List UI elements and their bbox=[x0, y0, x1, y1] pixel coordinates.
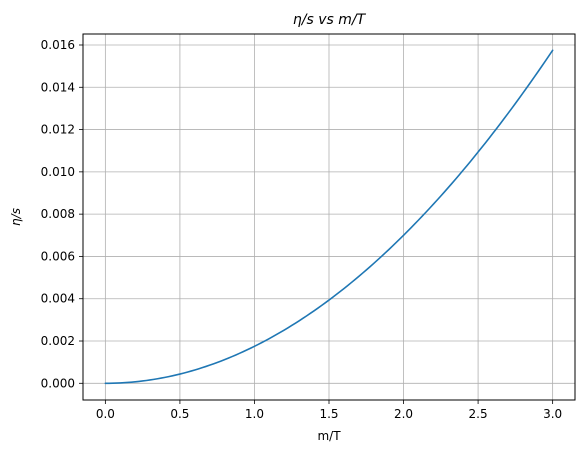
y-tick-label: 0.002 bbox=[41, 334, 75, 348]
x-tick-label: 0.0 bbox=[96, 407, 115, 421]
x-tick-label: 2.0 bbox=[394, 407, 413, 421]
grid-lines bbox=[83, 34, 575, 400]
y-tick-label: 0.014 bbox=[41, 80, 75, 94]
series-layer bbox=[104, 49, 554, 385]
axis-ticks: 0.0 0.5 1.0 1.5 2.0 2.5 3.0 0.000 0.002 0.004 0.00… bbox=[41, 38, 563, 421]
x-axis-title: m/T bbox=[317, 429, 341, 443]
x-tick-label: 1.0 bbox=[245, 407, 264, 421]
chart-title: η/s vs m/T bbox=[293, 12, 367, 28]
x-tick-label: 0.5 bbox=[170, 407, 189, 421]
y-tick-label: 0.006 bbox=[41, 249, 75, 263]
x-tick-label: 3.0 bbox=[543, 407, 562, 421]
x-tick-label: 1.5 bbox=[319, 407, 338, 421]
y-axis-title: η/s bbox=[9, 208, 23, 226]
y-tick-label: 0.010 bbox=[41, 165, 75, 179]
x-tick-label: 2.5 bbox=[469, 407, 488, 421]
y-tick-label: 0.004 bbox=[41, 292, 75, 306]
y-tick-label: 0.008 bbox=[41, 207, 75, 221]
y-tick-label: 0.000 bbox=[41, 376, 75, 390]
y-tick-label: 0.012 bbox=[41, 123, 75, 137]
series-line bbox=[104, 49, 554, 385]
y-tick-label: 0.016 bbox=[41, 38, 75, 52]
